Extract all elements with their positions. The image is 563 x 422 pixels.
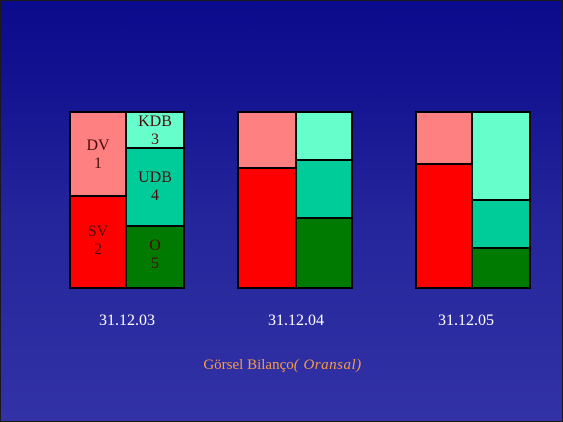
sv-code-2003: SV [87,223,109,240]
o-block-2005 [471,247,531,289]
dv-num-2003: 1 [94,155,102,172]
sv-block-2005 [415,163,473,289]
udb-block-2004 [295,159,353,219]
date-label-2005: 31.12.05 [438,312,494,329]
date-label-2003: 31.12.03 [99,312,155,329]
o-block-2003: O 5 [125,225,185,289]
caption-italic: ( Oransal) [293,357,362,373]
caption: Görsel Bilanço( Oransal) [1,357,562,374]
kdb-num-2003: 3 [151,131,159,148]
sv-block-2004 [237,167,297,289]
kdb-block-2003: KDB 3 [125,111,185,149]
kdb-block-2005 [471,111,531,201]
udb-block-2003: UDB 4 [125,147,185,227]
udb-num-2003: 4 [151,187,159,204]
dv-block-2004 [237,111,297,169]
kdb-code-2003: KDB [138,113,172,130]
caption-main: Görsel Bilanço [203,357,294,373]
o-code-2003: O [149,237,161,254]
sv-block-2003: SV 2 [69,195,127,289]
kdb-block-2004 [295,111,353,161]
dv-code-2003: DV [86,137,110,154]
dv-block-2003: DV 1 [69,111,127,197]
udb-code-2003: UDB [138,169,172,186]
sv-num-2003: 2 [94,241,102,258]
o-block-2004 [295,217,353,289]
dv-block-2005 [415,111,473,165]
o-num-2003: 5 [151,255,159,272]
date-label-2004: 31.12.04 [268,312,324,329]
udb-block-2005 [471,199,531,249]
